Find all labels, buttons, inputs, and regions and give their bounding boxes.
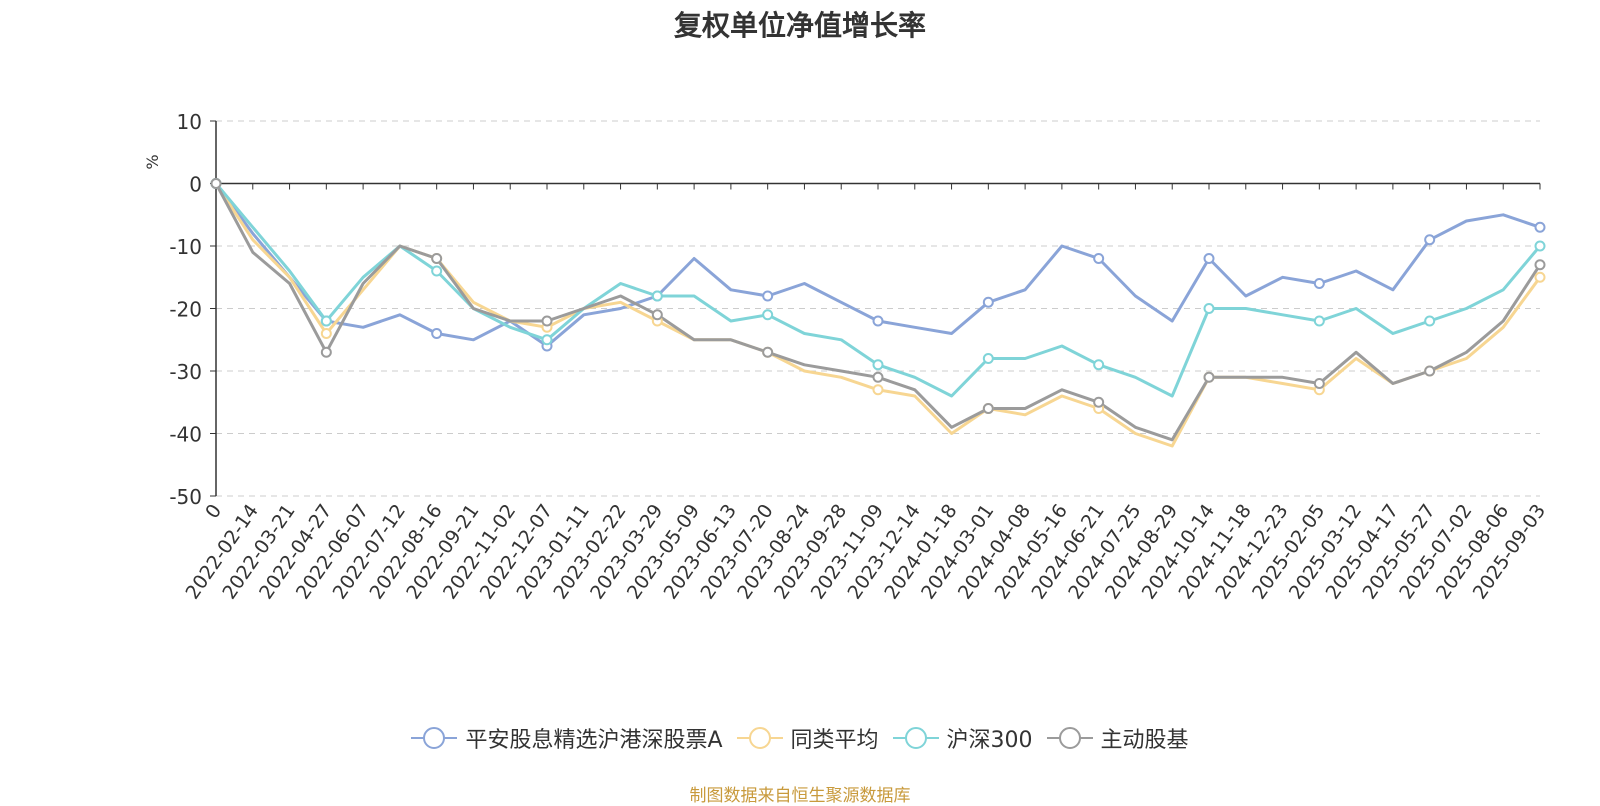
- y-tick-label: 0: [189, 173, 202, 197]
- data-point: [320, 315, 332, 327]
- data-point: [320, 328, 332, 339]
- data-point: [1424, 365, 1436, 377]
- grid-lines: [216, 120, 1540, 497]
- data-point: [872, 315, 884, 327]
- y-tick-label: -20: [169, 298, 202, 322]
- data-point: [982, 353, 994, 364]
- data-point: [1424, 315, 1436, 327]
- y-tick-label: 10: [177, 110, 202, 134]
- legend-item[interactable]: 同类平均: [736, 722, 879, 754]
- data-point: [1424, 234, 1436, 246]
- data-point: [431, 253, 443, 264]
- data-point: [1093, 396, 1105, 408]
- data-point: [1313, 378, 1325, 389]
- data-point: [210, 178, 222, 189]
- data-point: [1534, 271, 1546, 283]
- y-tick-label: -50: [169, 485, 202, 509]
- data-point: [541, 315, 553, 327]
- chart-title: 复权单位净值增长率: [673, 9, 926, 42]
- data-point: [1313, 315, 1325, 327]
- data-point: [431, 265, 443, 277]
- data-point: [872, 371, 884, 383]
- data-point: [1093, 359, 1105, 371]
- y-tick-label: -30: [169, 360, 202, 384]
- data-point: [1313, 278, 1325, 289]
- y-axis-unit: %: [143, 154, 162, 169]
- axes: 100-10-20-30-40-5002022-02-142022-03-212…: [169, 110, 1550, 603]
- data-point: [1093, 253, 1105, 264]
- legend-label: 平安股息精选沪港深股票A: [465, 728, 723, 753]
- data-point: [982, 296, 994, 308]
- series-line-3: [214, 182, 1542, 442]
- data-point: [651, 309, 663, 321]
- data-point: [872, 384, 884, 396]
- y-tick-label: -10: [169, 235, 202, 259]
- data-point: [1534, 259, 1546, 271]
- data-point: [1203, 253, 1215, 264]
- legend-label: 同类平均: [790, 728, 879, 753]
- source-note: 制图数据来自恒生聚源数据库: [689, 786, 911, 806]
- x-tick-label: 0: [201, 500, 226, 523]
- legend-marker-icon: [892, 726, 939, 750]
- data-point: [541, 334, 553, 346]
- series-markers: [210, 178, 1546, 414]
- legend-item[interactable]: 主动股基: [1046, 722, 1189, 754]
- legend-item[interactable]: 平安股息精选沪港深股票A: [411, 722, 723, 754]
- data-point: [762, 290, 774, 302]
- series-lines: [214, 182, 1542, 448]
- legend-marker-icon: [411, 726, 458, 750]
- legend-label: 主动股基: [1100, 728, 1189, 753]
- legend-label: 沪深300: [946, 728, 1033, 753]
- data-point: [872, 359, 884, 371]
- y-tick-label: -40: [169, 423, 202, 447]
- legend: 平安股息精选沪港深股票A 同类平均 沪深300 主动股基: [0, 722, 1600, 754]
- data-point: [762, 309, 774, 321]
- data-point: [1203, 371, 1215, 383]
- legend-item[interactable]: 沪深300: [892, 722, 1033, 754]
- data-point: [320, 346, 332, 358]
- data-point: [431, 328, 443, 339]
- data-point: [1534, 240, 1546, 252]
- legend-marker-icon: [1046, 726, 1093, 750]
- data-point: [1203, 303, 1215, 314]
- data-point: [651, 290, 663, 302]
- data-point: [982, 403, 994, 414]
- data-point: [1534, 221, 1546, 233]
- data-point: [762, 346, 774, 358]
- legend-marker-icon: [736, 726, 783, 750]
